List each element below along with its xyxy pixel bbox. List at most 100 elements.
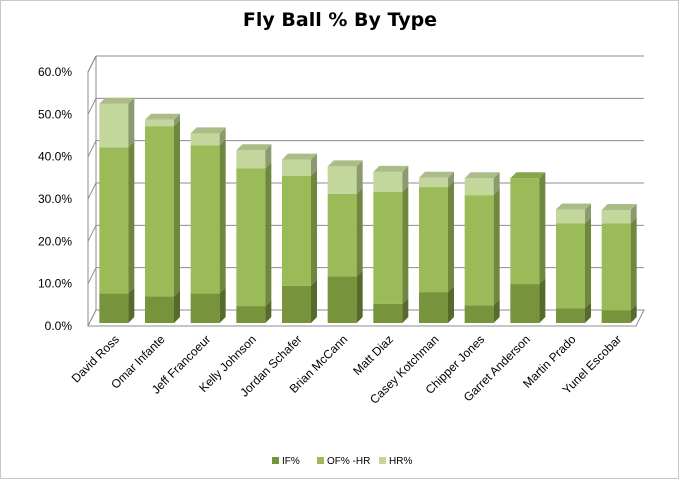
bar-side (493, 172, 500, 196)
grid-layer: 0.0% 10.0% 20.0% 30.0% 40.0% 50.0% 60.0% (38, 55, 645, 333)
bar-top (510, 172, 546, 179)
bar-segment-if- (419, 292, 448, 323)
floor (87, 309, 645, 327)
bar-stack (510, 172, 546, 323)
bar-top (601, 203, 637, 210)
bar-segment-hr- (601, 209, 631, 224)
bar-side (493, 189, 500, 306)
bar-segment-if- (190, 293, 220, 323)
bar-segment-hr- (373, 171, 403, 192)
bar-top (464, 172, 500, 179)
bar-side (128, 287, 135, 323)
bar-stack (464, 172, 500, 323)
bars-layer (99, 97, 637, 323)
bar-segment-of-hr (510, 178, 540, 285)
bar-side (402, 185, 409, 304)
bar-segment-of-hr (99, 147, 129, 294)
bar-stack (556, 203, 591, 323)
bar-segment-hr- (282, 159, 311, 176)
gridline-side (87, 55, 97, 73)
bar-side (356, 270, 363, 323)
bar-segment-of-hr (464, 195, 494, 306)
bar-side (265, 162, 272, 307)
bar-segment-if- (145, 296, 174, 323)
bar-segment-of-hr (190, 145, 220, 294)
bar-segment-hr- (190, 133, 220, 146)
bar-segment-of-hr (282, 175, 311, 286)
bar-side (128, 141, 135, 294)
category-label: Matt Diaz (350, 332, 396, 378)
bar-segment-if- (373, 303, 403, 323)
bar-top (190, 127, 226, 134)
bar-side (585, 302, 591, 323)
bar-stack (190, 127, 226, 323)
chart-title: Fly Ball % By Type (243, 9, 437, 31)
bar-top (282, 153, 317, 160)
legend-label: IF% (282, 456, 300, 467)
bar-segment-if- (464, 305, 494, 323)
y-tick-label: 10.0% (38, 277, 72, 291)
bar-side (539, 278, 546, 323)
bar-segment-hr- (145, 119, 174, 127)
bar-stack (145, 113, 180, 323)
bar-top (327, 160, 363, 167)
legend-swatch (272, 457, 279, 464)
bar-side (630, 217, 637, 311)
bar-segment-if- (556, 308, 585, 323)
bar-top (556, 203, 591, 210)
bar-top (419, 171, 454, 178)
gridline-side (87, 267, 97, 284)
bar-segment-if- (327, 276, 357, 323)
bar-segment-of-hr (373, 191, 403, 304)
bar-segment-hr- (556, 209, 585, 224)
bar-side (311, 169, 317, 286)
bar-side (265, 144, 272, 169)
bar-side (448, 171, 454, 188)
bar-stack (373, 165, 409, 323)
y-tick-label: 50.0% (38, 107, 72, 121)
legend: IF% OF% -HR HR% (272, 456, 412, 467)
bar-side (128, 97, 135, 148)
bar-top (236, 144, 272, 151)
bar-side (219, 287, 226, 323)
y-tick-label: 40.0% (38, 150, 72, 164)
bar-side (585, 217, 591, 309)
legend-swatch (379, 457, 386, 464)
bar-side (265, 300, 272, 323)
bar-side (219, 127, 226, 146)
y-tick-label: 60.0% (38, 65, 72, 79)
y-tick-label: 20.0% (38, 234, 72, 248)
bar-side (356, 187, 363, 277)
bar-segment-of-hr (236, 168, 266, 307)
bar-top (373, 165, 409, 172)
bar-top (145, 113, 180, 120)
y-tick-label: 30.0% (38, 192, 72, 206)
bar-segment-of-hr (601, 223, 631, 311)
bar-side (311, 153, 317, 176)
bar-segment-of-hr (327, 193, 357, 277)
bar-side (174, 290, 180, 323)
legend-swatch (317, 457, 324, 464)
legend-label: OF% -HR (327, 456, 370, 467)
bar-side (402, 297, 409, 323)
bar-side (174, 113, 180, 127)
bar-side (219, 139, 226, 294)
bar-side (356, 160, 363, 194)
bar-segment-hr- (236, 150, 266, 169)
bar-segment-hr- (327, 166, 357, 194)
bar-segment-hr- (464, 178, 494, 196)
bar-stack (99, 97, 135, 323)
gridline-side (87, 182, 97, 200)
bar-segment-of-hr (556, 223, 585, 309)
bar-side (448, 181, 454, 293)
bar-segment-of-hr (145, 126, 174, 297)
bar-segment-hr- (99, 103, 129, 148)
bar-side (311, 279, 317, 323)
bar-stack (236, 144, 272, 323)
bar-side (630, 304, 637, 323)
bar-top (99, 97, 135, 104)
bar-stack (601, 203, 637, 323)
